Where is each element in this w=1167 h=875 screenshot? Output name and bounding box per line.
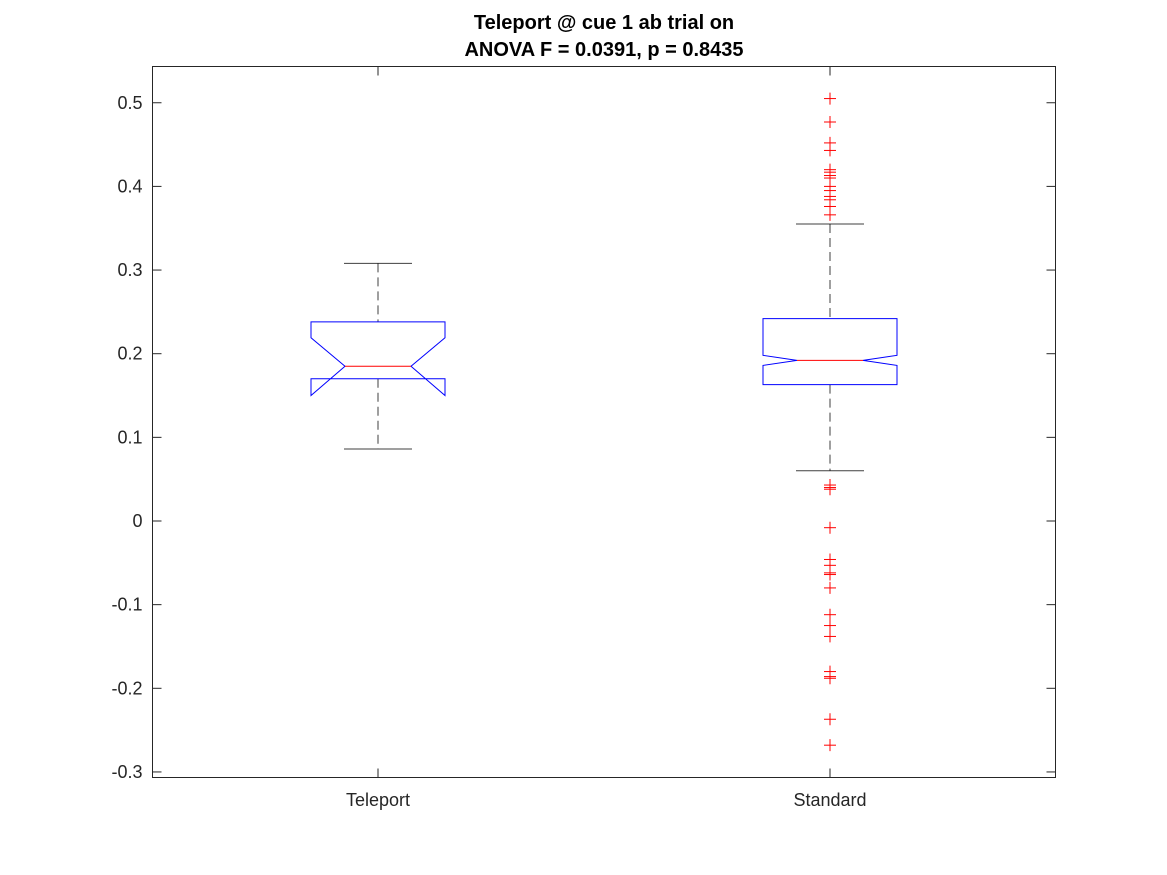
box-series (310, 92, 898, 752)
outlier-marker (824, 483, 836, 496)
outlier-marker (824, 208, 836, 221)
y-tick-label: -0.2 (111, 678, 142, 698)
y-tick-label: 0.3 (117, 260, 142, 280)
y-tick-label: -0.1 (111, 595, 142, 615)
notched-box (762, 318, 898, 386)
outlier-marker (824, 581, 836, 594)
x-tick-label: Standard (793, 790, 866, 810)
y-tick-label: 0.2 (117, 344, 142, 364)
outlier-marker (824, 630, 836, 643)
y-tick-label: 0.4 (117, 176, 142, 196)
y-tick-label: 0 (132, 511, 142, 531)
outlier-marker (824, 739, 836, 752)
box-teleport (310, 262, 446, 450)
axes-frame (152, 66, 1056, 778)
outlier-marker (824, 568, 836, 581)
outlier-marker (824, 608, 836, 621)
outlier-marker (824, 521, 836, 534)
outlier-marker (824, 115, 836, 128)
x-axis: Teleport Standard (346, 66, 867, 810)
outlier-marker (824, 619, 836, 632)
notched-box (310, 321, 446, 397)
box-standard (762, 92, 898, 752)
chart-subtitle: ANOVA F = 0.0391, p = 0.8435 (464, 39, 743, 61)
outlier-marker (824, 92, 836, 105)
y-tick-label: -0.3 (111, 762, 142, 782)
x-tick-label: Teleport (346, 790, 410, 810)
y-tick-label: 0.5 (117, 93, 142, 113)
y-tick-label: 0.1 (117, 427, 142, 447)
chart-title: Teleport @ cue 1 ab trial on (474, 12, 734, 34)
y-axis: -0.3 -0.2 -0.1 0 0.1 0.2 0.3 0.4 0.5 (111, 93, 1056, 782)
outlier-marker (824, 672, 836, 685)
outlier-marker (824, 144, 836, 157)
outlier-marker (824, 713, 836, 726)
